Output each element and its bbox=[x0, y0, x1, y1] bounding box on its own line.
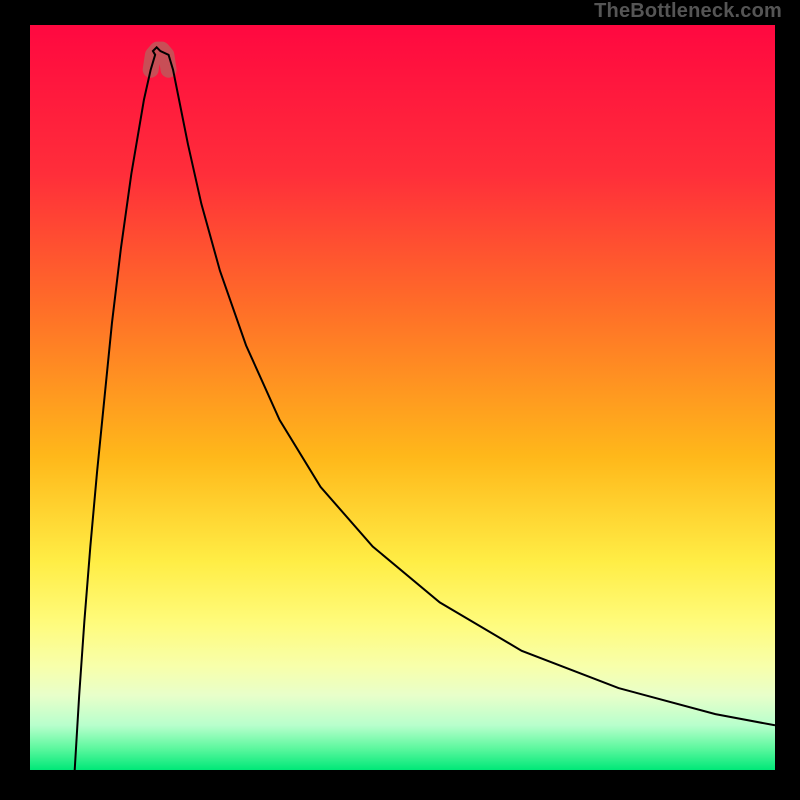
bottleneck-curve bbox=[30, 25, 775, 770]
plot-area bbox=[30, 25, 775, 770]
watermark-text: TheBottleneck.com bbox=[594, 0, 782, 23]
curve-line bbox=[75, 47, 775, 770]
chart-container: TheBottleneck.com bbox=[0, 0, 800, 800]
